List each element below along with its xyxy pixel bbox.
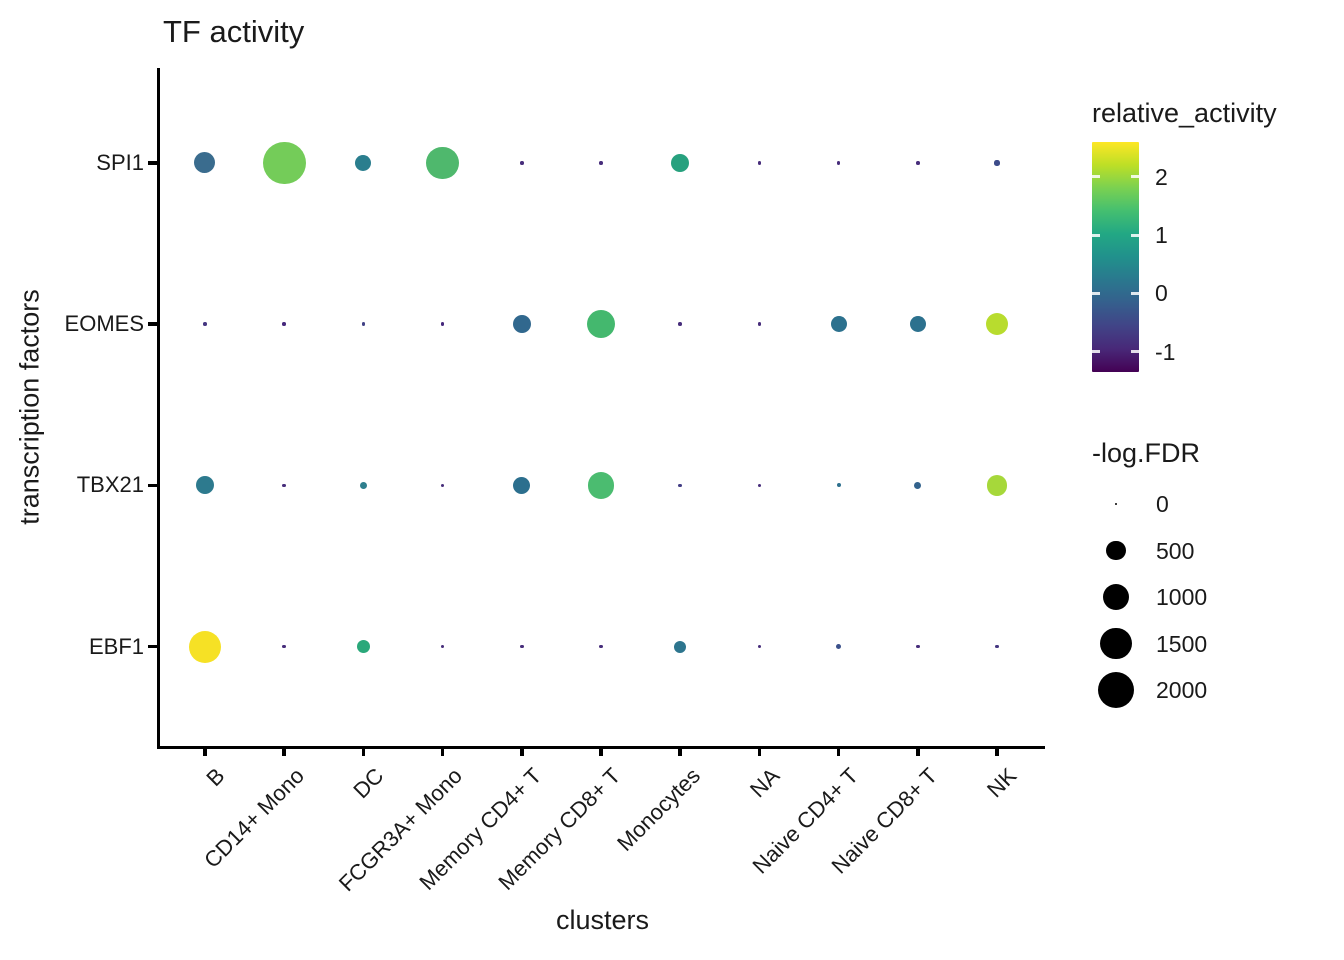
- size-legend-dot-2000: [1097, 671, 1134, 708]
- dot-spi1-naive-cd4-t: [836, 161, 841, 165]
- color-legend-tick-left: [1092, 291, 1100, 295]
- x-tick-dc: [361, 747, 366, 756]
- y-tick-label-tbx21: TBX21: [76, 472, 144, 498]
- dot-tbx21-naive-cd8-t: [914, 481, 922, 489]
- y-tick-ebf1: [148, 644, 158, 649]
- x-tick-fcgr3a-mono: [440, 747, 445, 756]
- size-legend-label-500: 500: [1156, 537, 1195, 564]
- color-legend-tick-left: [1092, 175, 1100, 179]
- y-tick-label-spi1: SPI1: [96, 150, 144, 175]
- x-tick-label-text: DC: [347, 763, 389, 804]
- x-tick-b: [203, 747, 207, 756]
- dot-eomes-naive-cd8-t: [909, 316, 926, 333]
- color-legend-tick-left: [1092, 233, 1100, 237]
- dot-eomes-b: [203, 322, 207, 326]
- dot-eomes-na: [757, 322, 762, 326]
- dot-eomes-dc: [361, 322, 366, 326]
- dot-tbx21-na: [757, 483, 762, 488]
- color-legend-tick-right: [1131, 175, 1139, 179]
- color-legend-gradient-bar: [1092, 142, 1139, 372]
- dot-spi1-cd14-mono: [262, 141, 306, 185]
- dot-eomes-nk: [985, 313, 1008, 336]
- dot-spi1-monocytes: [671, 153, 690, 172]
- color-legend-tick-label-1: 1: [1155, 222, 1168, 249]
- dot-ebf1-naive-cd8-t: [916, 644, 920, 649]
- y-tick-label-eomes: EOMES: [64, 311, 144, 337]
- dot-ebf1-memory-cd4-t: [520, 644, 524, 649]
- x-tick-naive-cd4-t: [836, 747, 841, 756]
- size-legend-label-0: 0: [1156, 491, 1169, 517]
- dot-spi1-b: [194, 152, 216, 174]
- dot-ebf1-dc: [356, 640, 370, 654]
- dot-eomes-memory-cd4-t: [512, 315, 531, 334]
- x-tick-memory-cd4-t: [520, 747, 524, 756]
- size-legend-dot-1500: [1100, 627, 1132, 660]
- size-legend-title: -log.FDR: [1092, 438, 1201, 468]
- color-legend-title: relative_activity: [1092, 98, 1277, 128]
- dot-spi1-memory-cd8-t: [599, 161, 603, 165]
- dot-ebf1-na: [757, 644, 762, 649]
- size-legend-dot-0: [1114, 502, 1118, 506]
- dot-ebf1-monocytes: [674, 640, 687, 653]
- size-legend-label-1000: 1000: [1156, 584, 1208, 610]
- dot-tbx21-dc: [359, 481, 367, 489]
- dot-spi1-fcgr3a-mono: [426, 146, 460, 180]
- dot-ebf1-memory-cd8-t: [599, 644, 603, 649]
- y-tick-tbx21: [148, 483, 158, 488]
- y-axis-line: [157, 68, 160, 749]
- dot-spi1-naive-cd8-t: [916, 161, 920, 165]
- color-legend-tick-label-0: 0: [1155, 280, 1168, 307]
- y-tick-eomes: [148, 322, 158, 326]
- chart-title: TF activity: [163, 14, 305, 49]
- dot-spi1-na: [757, 161, 762, 165]
- x-tick-naive-cd8-t: [916, 747, 920, 756]
- x-tick-na: [757, 747, 762, 756]
- y-axis-title: transcription factors: [14, 289, 45, 525]
- x-tick-nk: [995, 747, 999, 756]
- dot-spi1-memory-cd4-t: [520, 161, 524, 165]
- x-tick-label-text: Monocytes: [611, 763, 705, 856]
- x-tick-monocytes: [678, 747, 682, 756]
- dot-eomes-cd14-mono: [282, 322, 286, 326]
- color-legend-tick-left: [1092, 350, 1100, 354]
- dot-tbx21-monocytes: [678, 483, 682, 488]
- color-legend-tick-right: [1131, 350, 1139, 354]
- color-legend-tick-label-1: -1: [1155, 338, 1176, 365]
- dot-ebf1-fcgr3a-mono: [440, 644, 445, 649]
- y-tick-spi1: [148, 161, 158, 165]
- color-legend-tick-right: [1131, 233, 1139, 237]
- dot-tbx21-cd14-mono: [282, 483, 286, 488]
- size-legend-label-2000: 2000: [1156, 677, 1208, 703]
- x-tick-label-text: NK: [982, 763, 1022, 803]
- dot-spi1-nk: [994, 160, 1000, 166]
- dot-eomes-fcgr3a-mono: [440, 322, 445, 326]
- dot-eomes-naive-cd4-t: [830, 316, 847, 333]
- dot-tbx21-memory-cd4-t: [513, 476, 531, 494]
- dot-tbx21-naive-cd4-t: [836, 483, 841, 488]
- y-tick-label-ebf1: EBF1: [88, 633, 144, 659]
- dot-tbx21-b: [195, 476, 214, 495]
- x-tick-label-text: B: [201, 763, 230, 792]
- dot-tbx21-nk: [986, 474, 1008, 496]
- color-legend-tick-right: [1131, 291, 1139, 295]
- x-tick-label-text: NA: [744, 763, 785, 803]
- x-axis-title: clusters: [555, 905, 650, 935]
- size-legend-label-1500: 1500: [1156, 630, 1208, 657]
- dot-eomes-monocytes: [678, 322, 682, 326]
- dot-ebf1-nk: [995, 644, 999, 649]
- dot-tbx21-fcgr3a-mono: [440, 483, 445, 488]
- x-tick-memory-cd8-t: [599, 747, 603, 756]
- dot-tbx21-memory-cd8-t: [587, 471, 615, 499]
- size-legend-dot-500: [1106, 540, 1126, 561]
- dot-ebf1-cd14-mono: [282, 644, 286, 649]
- dot-eomes-memory-cd8-t: [587, 310, 615, 339]
- x-tick-cd14-mono: [282, 747, 286, 756]
- dot-ebf1-b: [188, 630, 221, 663]
- dot-spi1-dc: [355, 155, 372, 171]
- size-legend-dot-1000: [1102, 583, 1130, 611]
- color-legend-tick-label-2: 2: [1155, 163, 1168, 190]
- dot-ebf1-naive-cd4-t: [836, 644, 842, 650]
